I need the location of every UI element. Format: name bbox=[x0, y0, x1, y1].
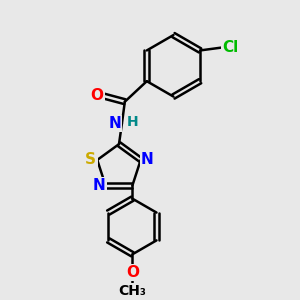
Text: S: S bbox=[85, 152, 96, 167]
Text: H: H bbox=[126, 115, 138, 129]
Text: O: O bbox=[126, 265, 139, 280]
Text: Cl: Cl bbox=[222, 40, 238, 55]
Text: N: N bbox=[108, 116, 121, 131]
Text: O: O bbox=[91, 88, 103, 103]
Text: N: N bbox=[93, 178, 106, 193]
Text: CH₃: CH₃ bbox=[118, 284, 146, 298]
Text: N: N bbox=[141, 152, 154, 167]
